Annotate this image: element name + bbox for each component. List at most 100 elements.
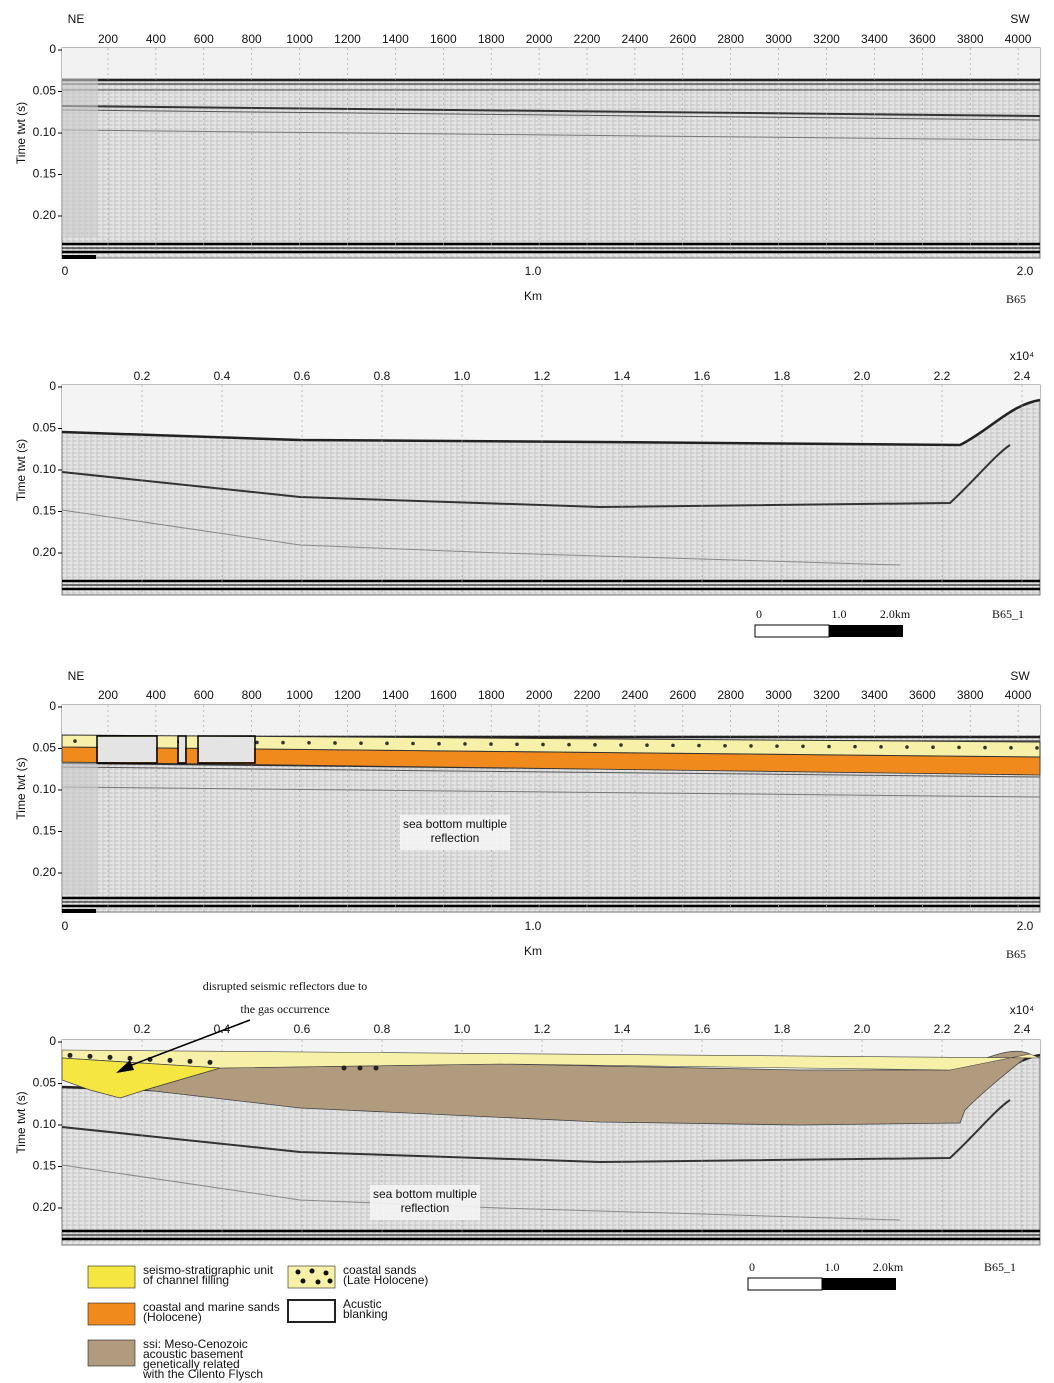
x-tick-label: 200 <box>98 32 118 46</box>
sand-dot <box>281 740 285 745</box>
sand-dot <box>67 1052 73 1058</box>
acoustic-blanking-fill <box>199 737 254 762</box>
x-tick-label: 3000 <box>765 32 792 46</box>
sand-dot <box>905 745 909 749</box>
sand-dot <box>341 1065 347 1071</box>
sand-dot <box>879 745 883 749</box>
distance-axis-label: Km <box>524 289 542 303</box>
x-tick-label: 1600 <box>430 32 457 46</box>
acoustic-blanking <box>96 735 158 764</box>
profile-name: B65_1 <box>984 1260 1016 1274</box>
scale-bar-white <box>747 1277 823 1291</box>
water-column <box>62 385 1040 445</box>
distance-tick-label: 2.0 <box>1017 919 1034 933</box>
annotation: reflection <box>431 831 480 845</box>
x-tick-label: 600 <box>194 32 214 46</box>
scale-label: 2.0km <box>880 607 911 621</box>
callout-text: disrupted seismic reflectors due to <box>203 979 368 993</box>
scale-label: 1.0 <box>825 1260 840 1274</box>
sand-dot <box>359 741 363 745</box>
scale-bar-white <box>754 624 830 638</box>
x-tick-label: 1.6 <box>694 369 711 383</box>
legend-label: acoustic basement <box>143 1347 244 1361</box>
sand-dot <box>515 742 519 747</box>
x-tick-label: 2600 <box>669 688 696 702</box>
x-tick-label: 1.8 <box>774 1022 791 1036</box>
sand-dot <box>775 744 779 748</box>
callout-text: the gas occurrence <box>240 1002 329 1016</box>
seismic-panel <box>61 47 1041 259</box>
scale-label: 0 <box>756 607 762 621</box>
sand-dot <box>489 742 493 746</box>
y-axis-label: Time twt (s) <box>14 102 28 164</box>
profile-name: B65 <box>1006 292 1026 306</box>
x-tick-label: 3800 <box>957 32 984 46</box>
x-tick-label: 3800 <box>957 688 984 702</box>
seismic-image <box>61 47 1041 259</box>
legend-label: coastal and marine sands <box>143 1300 280 1314</box>
x-tick-label: 800 <box>242 32 262 46</box>
legend-label: ssi: Meso-Cenozoic <box>143 1337 248 1351</box>
legend-label: with the Cilento Flysch <box>142 1367 263 1381</box>
acoustic-blanking-fill <box>179 737 185 762</box>
y-tick-label: 0 <box>49 1034 56 1048</box>
x-tick-label: 1.4 <box>614 369 631 383</box>
black-bar <box>62 255 96 259</box>
sand-dot <box>567 742 571 747</box>
scale-label: 0 <box>749 1260 755 1274</box>
y-tick-label: 0 <box>49 42 56 56</box>
x-tick-label: 200 <box>98 688 118 702</box>
x-tick-label: 3200 <box>813 32 840 46</box>
acoustic-blanking <box>197 735 256 764</box>
sand-dot <box>255 740 259 745</box>
sand-dot <box>385 741 389 746</box>
sand-dot <box>87 1053 93 1059</box>
legend-label: Acustic <box>343 1297 382 1311</box>
sand-dot <box>323 1270 329 1276</box>
annotation: sea bottom multiple <box>373 1187 477 1201</box>
sand-dot <box>167 1057 173 1063</box>
x-tick-label: 400 <box>146 32 166 46</box>
x-tick-label: 400 <box>146 688 166 702</box>
sand-dot <box>983 745 987 750</box>
scale-bar-black <box>829 625 903 637</box>
y-tick-label: 0.20 <box>33 865 57 879</box>
y-tick-label: 0.15 <box>33 167 57 181</box>
sand-dot <box>541 742 545 747</box>
annotation: sea bottom multiple <box>403 817 507 831</box>
y-tick-label: 0.15 <box>33 504 57 518</box>
sand-dot <box>307 740 311 745</box>
y-tick-label: 0.10 <box>33 462 57 476</box>
x-tick-label: 1.4 <box>614 1022 631 1036</box>
legend-swatch <box>87 1302 136 1326</box>
sand-dot <box>315 1279 321 1285</box>
coastal-sands-layer <box>61 734 1041 758</box>
multiple <box>61 444 1011 509</box>
sand-dot <box>295 1269 301 1275</box>
annotation-box <box>400 815 510 850</box>
x-tick-label: 1600 <box>430 688 457 702</box>
y-tick-label: 0.05 <box>33 84 57 98</box>
x-tick-label: 2400 <box>622 32 649 46</box>
x-tick-label: 0.4 <box>214 369 231 383</box>
direction-label: NE <box>68 669 85 683</box>
y-tick-label: 0.20 <box>33 545 57 559</box>
sand-dot <box>463 742 467 746</box>
x-tick-label: 1000 <box>286 688 313 702</box>
reflector <box>61 129 1041 141</box>
y-tick-label: 0.20 <box>33 1200 57 1214</box>
y-axis-label: Time twt (s) <box>14 757 28 819</box>
scale-bar-black <box>822 1278 896 1290</box>
y-tick-label: 0.05 <box>33 421 57 435</box>
axis-multiplier: x10⁴ <box>1010 349 1035 363</box>
multiple <box>61 1099 1011 1164</box>
x-tick-label: 2800 <box>717 688 744 702</box>
acoustic-blanking <box>177 735 187 764</box>
y-tick-label: 0.10 <box>33 125 57 139</box>
sand-dot <box>671 743 675 748</box>
legend-swatch <box>287 1299 336 1323</box>
direction-label: NE <box>68 12 85 26</box>
x-tick-label: 2000 <box>526 32 553 46</box>
callout-arrowhead <box>116 1060 134 1073</box>
